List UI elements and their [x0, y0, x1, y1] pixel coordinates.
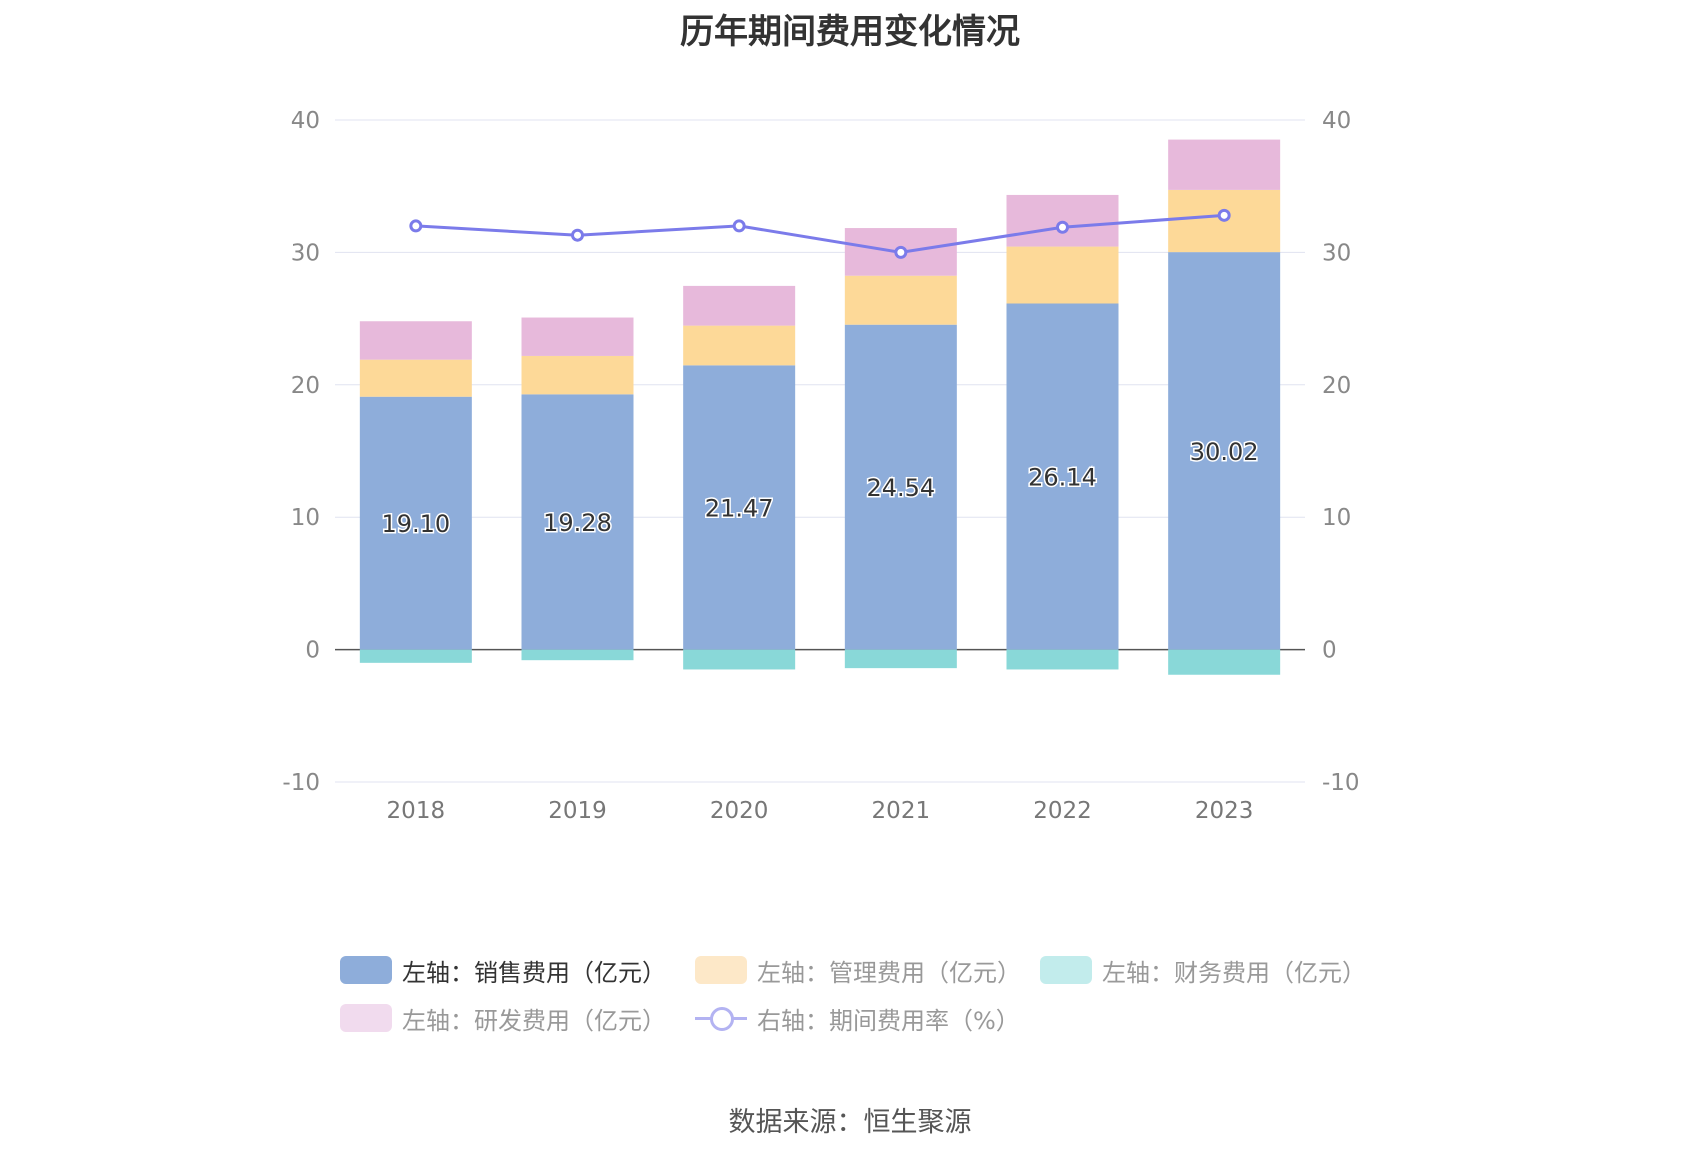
- rate-point: [571, 228, 584, 242]
- y-left-tick-label: 20: [291, 373, 320, 399]
- x-tick-label: 2020: [710, 798, 769, 824]
- bar-finance: [844, 649, 957, 669]
- y-left-tick-label: -10: [282, 770, 320, 796]
- bar-admin: [844, 275, 957, 325]
- bar-rnd: [683, 285, 796, 326]
- x-tick-label: 2019: [548, 798, 607, 824]
- data-source: 数据来源：恒生聚源: [728, 1107, 972, 1138]
- legend-swatch-rnd: [340, 1004, 392, 1032]
- bar-value-label: 19.28: [543, 509, 612, 537]
- legend-item-rnd[interactable]: 左轴：研发费用（亿元）: [340, 998, 666, 1038]
- legend-item-finance[interactable]: 左轴：财务费用（亿元）: [1040, 950, 1366, 990]
- y-right-tick-label: -10: [1322, 770, 1360, 796]
- legend-label-admin: 左轴：管理费用（亿元）: [757, 958, 1021, 987]
- chart-title: 历年期间费用变化情况: [680, 12, 1020, 52]
- legend-item-rate[interactable]: 右轴：期间费用率（%）: [695, 998, 1020, 1038]
- legend-label-rate: 右轴：期间费用率（%）: [757, 1006, 1020, 1035]
- bar-sales: [1006, 303, 1119, 650]
- bar-admin: [359, 359, 472, 397]
- bar-admin: [1006, 246, 1119, 304]
- x-tick-label: 2021: [872, 798, 931, 824]
- rate-line: [415, 213, 1225, 254]
- x-tick-label: 2022: [1033, 798, 1092, 824]
- y-left-tick-label: 40: [291, 108, 320, 134]
- rate-point: [1056, 220, 1069, 234]
- rate-point: [732, 219, 746, 233]
- bar-value-label: 24.54: [866, 474, 935, 502]
- x-tick-label: 2023: [1195, 798, 1254, 824]
- y-right-tick-label: 0: [1322, 638, 1337, 664]
- legend-label-sales: 左轴：销售费用（亿元）: [402, 958, 666, 987]
- legend-swatch-admin: [695, 956, 747, 984]
- y-left-tick-label: 10: [291, 505, 320, 531]
- bar-finance: [1168, 649, 1281, 675]
- rate-point: [894, 245, 908, 259]
- legend-swatch-sales: [340, 956, 392, 984]
- legend-swatch-finance: [1040, 956, 1092, 984]
- rate-point: [409, 219, 423, 233]
- legend-label-finance: 左轴：财务费用（亿元）: [1102, 958, 1366, 987]
- bar-value-label: 30.02: [1190, 438, 1259, 466]
- y-right-tick-label: 40: [1322, 108, 1351, 134]
- legend-line-icon: [695, 1004, 747, 1032]
- bar-admin: [521, 355, 634, 395]
- bar-finance: [359, 649, 472, 663]
- bar-sales: [683, 365, 796, 650]
- bar-rnd: [359, 321, 472, 360]
- rate-point: [1217, 208, 1231, 222]
- bar-sales: [844, 324, 957, 650]
- bar-rnd: [1168, 139, 1281, 190]
- bar-value-label: 19.10: [381, 510, 450, 538]
- legend-item-sales[interactable]: 左轴：销售费用（亿元）: [340, 950, 666, 990]
- bar-sales: [521, 394, 634, 650]
- bar-sales: [359, 396, 472, 650]
- bar-value-label: 26.14: [1028, 464, 1097, 492]
- y-right-tick-label: 30: [1322, 240, 1351, 266]
- bar-admin: [683, 325, 796, 366]
- bar-finance: [1006, 649, 1119, 670]
- y-right-tick-label: 10: [1322, 505, 1351, 531]
- x-tick-label: 2018: [387, 798, 446, 824]
- y-left-tick-label: 30: [291, 240, 320, 266]
- bar-value-label: 21.47: [705, 494, 774, 522]
- bar-sales: [1168, 252, 1281, 650]
- bar-rnd: [521, 317, 634, 356]
- legend-item-admin[interactable]: 左轴：管理费用（亿元）: [695, 950, 1021, 990]
- y-left-tick-label: 0: [305, 638, 320, 664]
- bar-finance: [683, 649, 796, 670]
- legend-label-rnd: 左轴：研发费用（亿元）: [402, 1006, 666, 1035]
- y-right-tick-label: 20: [1322, 373, 1351, 399]
- bar-finance: [521, 649, 634, 661]
